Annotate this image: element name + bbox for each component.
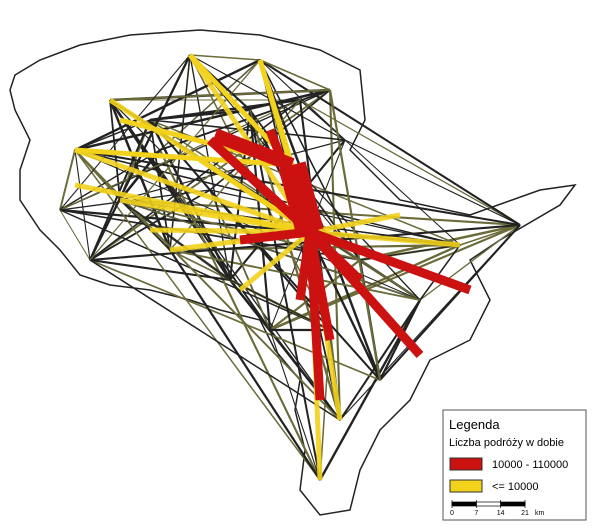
scale-label: 0 bbox=[450, 510, 454, 517]
minor-flow bbox=[459, 224, 521, 246]
minor-flow bbox=[419, 244, 461, 301]
minor-flow bbox=[249, 109, 321, 481]
medium-flow bbox=[257, 59, 295, 166]
scale-segment bbox=[451, 501, 477, 507]
minor-flow bbox=[379, 299, 421, 381]
scale-label: 21 bbox=[521, 510, 529, 517]
minor-flow bbox=[74, 58, 261, 152]
minor-flow bbox=[74, 149, 91, 261]
minor-flow bbox=[74, 88, 331, 152]
legend-label: <= 10000 bbox=[492, 481, 539, 493]
legend-swatch bbox=[449, 479, 483, 493]
scale-unit: km bbox=[535, 510, 545, 517]
minor-flow bbox=[344, 139, 461, 246]
minor-flow bbox=[89, 189, 211, 261]
minor-flow bbox=[89, 258, 231, 282]
medium-flow bbox=[309, 212, 401, 235]
scale-segment bbox=[500, 501, 526, 507]
medium-flow bbox=[309, 229, 461, 248]
minor-flow bbox=[119, 139, 346, 201]
major-flow bbox=[308, 227, 472, 295]
medium-flow bbox=[74, 147, 311, 235]
minor-flow bbox=[119, 199, 231, 281]
major-flow bbox=[305, 231, 335, 341]
minor-flow bbox=[299, 99, 521, 226]
legend: Legenda Liczba podróży w dobie 10000 - 1… bbox=[442, 409, 587, 521]
minor-flow bbox=[379, 224, 521, 381]
minor-flow bbox=[59, 149, 76, 211]
minor-flow bbox=[89, 259, 341, 421]
minor-flow bbox=[169, 249, 321, 481]
minor-flow bbox=[89, 59, 261, 261]
minor-flow bbox=[189, 54, 346, 141]
major-flow bbox=[278, 161, 324, 236]
scale-bar: 0 7 14 21 km bbox=[450, 500, 545, 517]
medium-flow bbox=[74, 147, 293, 168]
minor-flow bbox=[209, 189, 461, 246]
minor-flow bbox=[88, 54, 192, 261]
scale-segment bbox=[475, 501, 502, 507]
medium-flow bbox=[108, 97, 312, 235]
legend-swatch bbox=[449, 457, 483, 471]
legend-label: 10000 - 110000 bbox=[492, 459, 568, 471]
minor-flow bbox=[59, 149, 161, 211]
minor-flow bbox=[169, 249, 421, 301]
medium-flow bbox=[119, 197, 311, 235]
legend-subtitle: Liczba podróży w dobie bbox=[449, 437, 564, 449]
major-flow bbox=[295, 231, 315, 301]
minor-flow bbox=[344, 139, 521, 226]
minor-flow bbox=[119, 199, 171, 251]
minor-flow bbox=[189, 54, 261, 61]
minor-flow bbox=[89, 89, 331, 261]
major-flow bbox=[212, 128, 295, 172]
minor-flow bbox=[89, 99, 301, 261]
minor-flow bbox=[89, 119, 151, 261]
legend-title: Legenda bbox=[449, 417, 500, 432]
minor-flow bbox=[269, 329, 321, 481]
scale-label: 14 bbox=[497, 510, 505, 517]
minor-flow bbox=[269, 329, 341, 421]
minor-flow bbox=[59, 209, 91, 261]
scale-label: 7 bbox=[474, 510, 478, 517]
minor-flow bbox=[149, 119, 346, 141]
flow-lines bbox=[59, 53, 521, 481]
medium-flow bbox=[238, 230, 312, 292]
major-flow bbox=[306, 228, 364, 284]
minor-flow bbox=[119, 199, 421, 301]
minor-flow bbox=[259, 59, 521, 226]
minor-flow bbox=[339, 299, 421, 421]
minor-flow bbox=[149, 109, 251, 121]
minor-flow bbox=[259, 59, 331, 91]
minor-flow bbox=[419, 224, 521, 301]
legend-items: 10000 - 110000 <= 10000 bbox=[449, 457, 568, 493]
